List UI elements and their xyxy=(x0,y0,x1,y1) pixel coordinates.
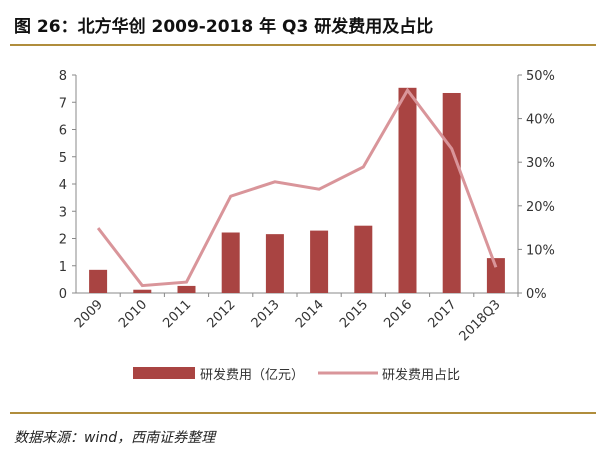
source-note: 数据来源：wind，西南证券整理 xyxy=(14,430,216,446)
x-tick-label: 2011 xyxy=(160,297,194,331)
left-tick-label: 7 xyxy=(59,96,67,111)
x-tick-label: 2018Q3 xyxy=(457,297,504,344)
left-tick-label: 2 xyxy=(59,233,67,248)
left-tick-label: 4 xyxy=(59,178,67,193)
left-tick-label: 8 xyxy=(59,69,67,84)
x-tick-label: 2009 xyxy=(72,297,106,331)
left-tick-label: 5 xyxy=(59,151,67,166)
x-tick-label: 2015 xyxy=(337,297,371,331)
left-tick-label: 1 xyxy=(59,260,67,275)
left-tick-label: 0 xyxy=(59,287,67,302)
left-tick-label: 3 xyxy=(59,205,67,220)
bar-2018Q3 xyxy=(486,258,505,293)
bar-2011 xyxy=(177,285,196,293)
x-tick-label: 2012 xyxy=(205,297,239,331)
bar-2012 xyxy=(221,232,240,293)
bar-2009 xyxy=(89,269,108,293)
legend-bar-swatch xyxy=(133,367,195,379)
bar-2015 xyxy=(354,225,373,293)
bar-2013 xyxy=(265,234,284,293)
title-rule xyxy=(10,44,596,46)
right-tick-label: 50% xyxy=(526,69,555,84)
legend-line-label: 研发费用占比 xyxy=(382,367,460,383)
x-tick-label: 2017 xyxy=(426,297,460,331)
right-tick-label: 0% xyxy=(526,287,547,302)
right-tick-label: 40% xyxy=(526,113,555,128)
right-tick-label: 10% xyxy=(526,243,555,258)
bar-2010 xyxy=(133,289,152,293)
bar-2017 xyxy=(442,92,461,293)
line-ratio xyxy=(96,87,498,288)
bar-2016 xyxy=(398,87,417,294)
x-tick-label: 2014 xyxy=(293,297,327,331)
x-tick-label: 2010 xyxy=(116,297,150,331)
chart: 0 1 2 3 4 5 6 7 8 0% 10% 20% 30% 40% 50% 2009 2010 2011 20… xyxy=(59,69,555,383)
x-tick-label: 2013 xyxy=(249,297,283,331)
legend-bar-label: 研发费用（亿元） xyxy=(200,367,304,383)
bar-2014 xyxy=(310,230,329,293)
right-tick-label: 30% xyxy=(526,156,555,171)
left-tick-label: 6 xyxy=(59,124,67,139)
right-tick-label: 20% xyxy=(526,200,555,215)
footer-rule xyxy=(10,412,596,414)
chart-title: 图 26：北方华创 2009-2018 年 Q3 研发费用及占比 xyxy=(14,17,434,37)
x-tick-label: 2016 xyxy=(381,297,415,331)
